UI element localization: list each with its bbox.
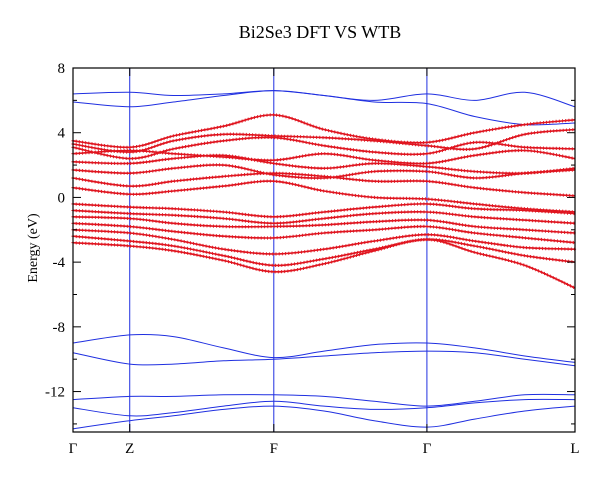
- x-tick-label-0: Γ: [69, 441, 78, 457]
- y-tick-label-4: -8: [53, 320, 66, 336]
- wtb-band-1: [72, 398, 576, 417]
- plot-frame: [72, 67, 576, 433]
- dft-band-4: [72, 154, 576, 175]
- y-tick-label-2: 0: [58, 190, 66, 206]
- x-tick-label-2: F: [270, 441, 278, 457]
- wtb-band-6: [72, 90, 576, 108]
- wtb-band-3: [72, 350, 576, 367]
- y-axis-ticks: 8 4 0 -4 -8 -12: [45, 61, 575, 425]
- y-tick-label-0: 8: [58, 61, 66, 77]
- dft-band-markers-2: [71, 135, 574, 161]
- wtb-fit-band-4: [72, 154, 576, 174]
- y-axis-label: Energy (eV): [26, 213, 41, 283]
- dft-band-markers-13: [71, 234, 574, 267]
- dft-bands: [71, 113, 577, 289]
- x-tick-label-3: Γ: [423, 441, 432, 457]
- dft-band-markers-9: [71, 208, 576, 225]
- y-tick-label-1: 4: [58, 126, 66, 142]
- y-tick-label-5: -12: [45, 385, 65, 401]
- x-tick-label-1: Z: [125, 441, 134, 457]
- y-tick-label-3: -4: [53, 255, 66, 271]
- wtb-band-4: [72, 333, 576, 363]
- wtb-band-0: [72, 405, 576, 430]
- high-symmetry-lines: [129, 68, 428, 432]
- chart-title: Bi2Se3 DFT VS WTB: [239, 22, 402, 42]
- wtb-band-2: [72, 393, 576, 407]
- x-tick-label-4: L: [570, 441, 579, 457]
- plot-border: [72, 67, 576, 433]
